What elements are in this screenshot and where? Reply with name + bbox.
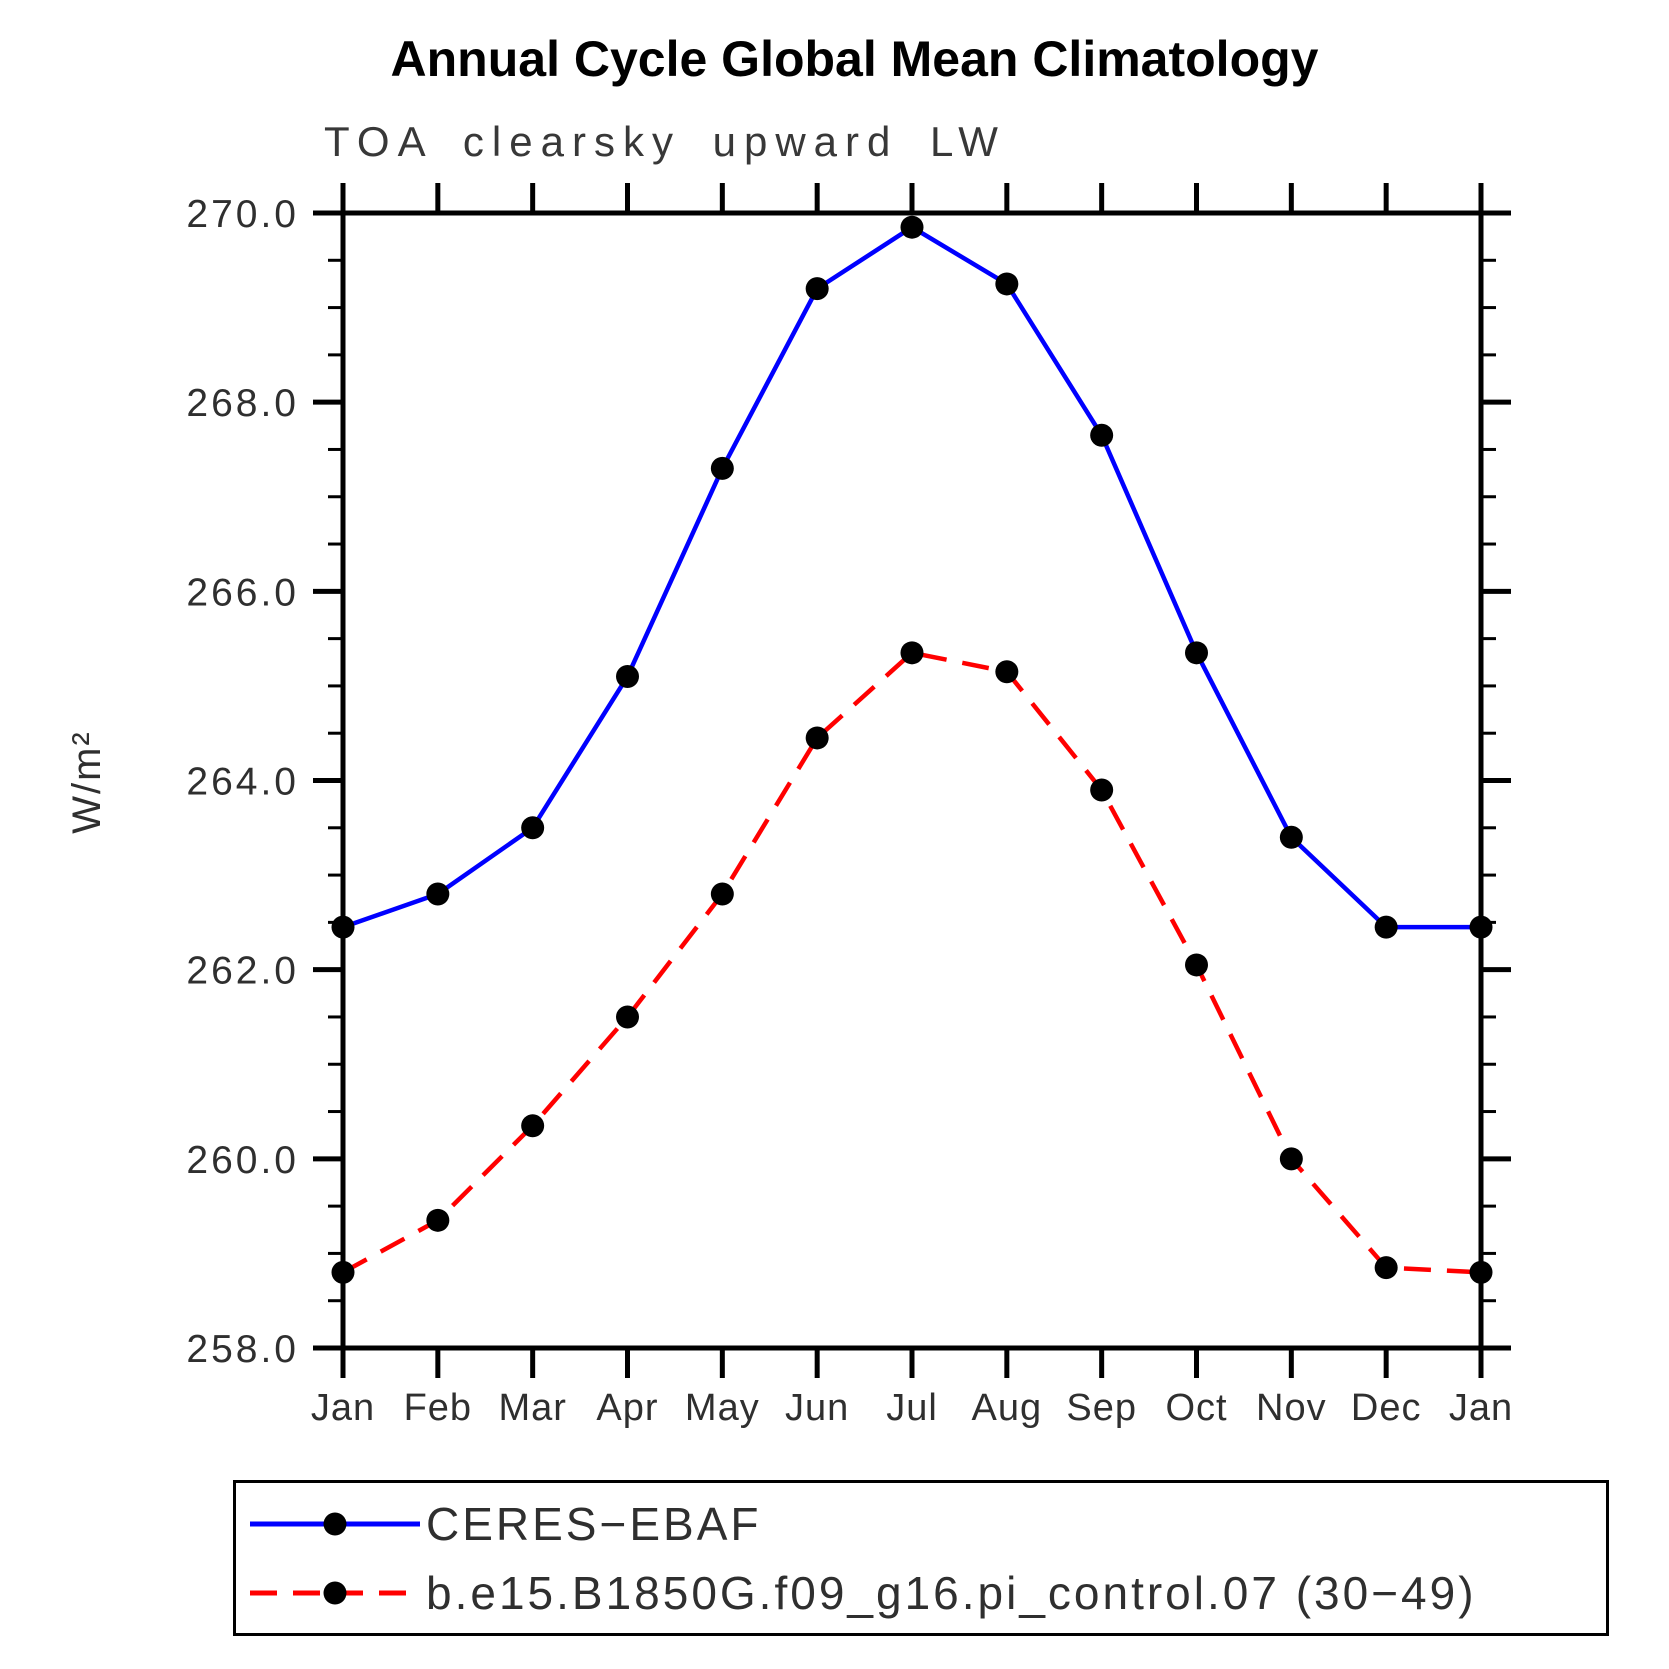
data-point-0-Aug xyxy=(995,272,1019,296)
legend-label-model: b.e15.B1850G.f09_g16.pi_control.07 (30−4… xyxy=(426,1566,1477,1619)
x-tick-label: Mar xyxy=(498,1387,566,1429)
data-point-0-Nov xyxy=(1279,825,1303,849)
data-point-0-Mar xyxy=(521,816,545,840)
chart-subtitle: TOA clearsky upward LW xyxy=(324,118,1006,165)
legend-sample-solid-line xyxy=(250,1512,420,1535)
data-point-0-Jan xyxy=(1469,915,1493,939)
data-point-1-Jul xyxy=(900,641,924,665)
x-tick-label: Feb xyxy=(404,1387,472,1429)
x-tick-label: Jan xyxy=(311,1387,375,1429)
x-tick-label: Oct xyxy=(1165,1387,1227,1429)
data-point-1-Mar xyxy=(521,1114,545,1138)
y-tick-label: 268.0 xyxy=(186,382,299,425)
data-point-1-Feb xyxy=(426,1208,450,1232)
y-tick-label: 260.0 xyxy=(186,1139,299,1182)
data-point-1-Apr xyxy=(616,1005,639,1029)
data-point-0-Jul xyxy=(900,215,924,239)
axes-layer: 258.0 260.0 262.0 264.0 266.0 268.0 270.0 Jan Fe… xyxy=(186,183,1513,1429)
x-tick-label: Aug xyxy=(972,1387,1043,1429)
legend-item-observation: CERES−EBAF xyxy=(246,1497,1606,1551)
y-tick-label: 258.0 xyxy=(186,1328,299,1371)
legend-marker-dot xyxy=(323,1581,347,1604)
y-axis-title: W/m² xyxy=(65,730,109,834)
x-tick-label: Jan xyxy=(1449,1387,1513,1429)
legend-label-observation: CERES−EBAF xyxy=(426,1497,762,1550)
data-point-1-Sep xyxy=(1090,778,1114,802)
legend-item-model: b.e15.B1850G.f09_g16.pi_control.07 (30−4… xyxy=(246,1566,1606,1620)
data-point-0-May xyxy=(710,456,734,480)
legend-marker-dot xyxy=(323,1512,347,1535)
legend-sample-dashed-line xyxy=(250,1581,420,1604)
series-layer xyxy=(331,215,1493,1284)
y-tick-label: 264.0 xyxy=(186,761,299,804)
data-point-0-Jan xyxy=(331,915,355,939)
series-line-0 xyxy=(342,224,1481,930)
series-line-1 xyxy=(341,650,1482,1275)
x-tick-label: Dec xyxy=(1351,1387,1422,1429)
x-tick-label: Apr xyxy=(596,1387,658,1429)
data-point-1-May xyxy=(710,882,734,906)
data-point-0-Apr xyxy=(616,664,639,688)
x-tick-label: Nov xyxy=(1256,1387,1327,1429)
data-point-1-Aug xyxy=(995,660,1019,684)
chart-title: Annual Cycle Global Mean Climatology xyxy=(390,31,1319,87)
data-point-1-Nov xyxy=(1279,1147,1303,1171)
legend-box: CERES−EBAF b.e15.B1850G.f09_g16.pi_contr… xyxy=(233,1480,1609,1636)
data-point-0-Feb xyxy=(426,882,450,906)
data-point-1-Jun xyxy=(805,726,829,750)
data-point-1-Jan xyxy=(331,1260,355,1284)
y-tick-label: 262.0 xyxy=(186,950,299,993)
data-point-1-Dec xyxy=(1374,1256,1398,1280)
x-tick-label: May xyxy=(685,1387,760,1429)
y-tick-label: 266.0 xyxy=(186,571,299,614)
data-point-1-Oct xyxy=(1185,953,1208,977)
plot-frame xyxy=(340,210,1484,1351)
data-point-0-Dec xyxy=(1374,915,1398,939)
y-tick-label: 270.0 xyxy=(186,193,299,236)
data-point-0-Jun xyxy=(805,277,829,301)
data-point-1-Jan xyxy=(1469,1260,1493,1284)
x-tick-label: Sep xyxy=(1066,1387,1137,1429)
x-tick-label: Jun xyxy=(785,1387,849,1429)
x-tick-label: Jul xyxy=(886,1387,938,1429)
data-point-0-Sep xyxy=(1090,423,1114,447)
data-point-0-Oct xyxy=(1185,641,1208,665)
